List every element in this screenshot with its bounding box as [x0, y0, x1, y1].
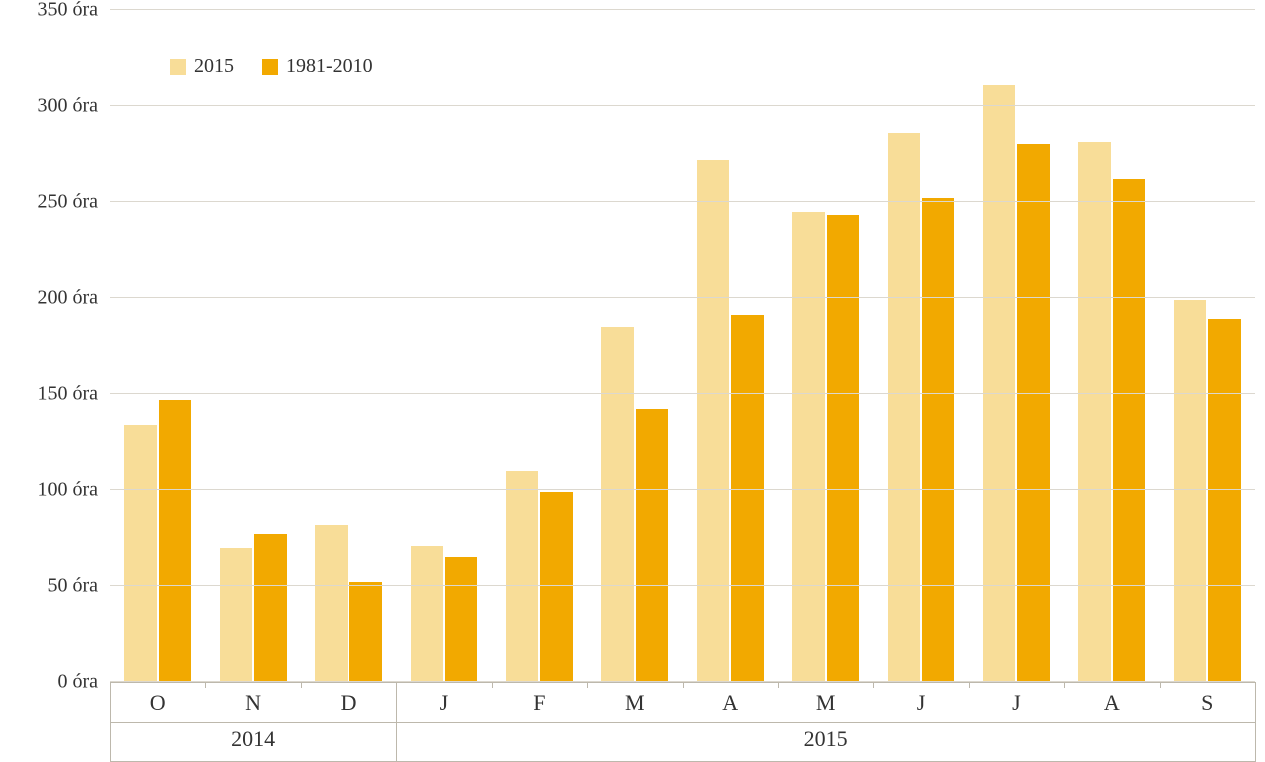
sunshine-hours-chart: 0 óra 50 óra 100 óra 150 óra 200 óra 250 óra 3…	[0, 0, 1265, 762]
bar-s2015	[124, 425, 156, 682]
bar-s1981_2010	[731, 315, 763, 682]
bar-s1981_2010	[254, 534, 286, 682]
y-tick-label: 0 óra	[57, 671, 98, 694]
x-tick	[1255, 682, 1256, 762]
bar-s2015	[315, 525, 347, 682]
bar-s2015	[1174, 300, 1206, 682]
legend-label-2015: 2015	[194, 55, 234, 78]
legend-item-1981-2010: 1981-2010	[262, 55, 373, 78]
bar-s2015	[697, 160, 729, 682]
x-month-label: F	[533, 690, 545, 716]
x-month-label: N	[245, 690, 261, 716]
bar-s2015	[792, 212, 824, 682]
plot-area: 0 óra50 óra100 óra150 óra200 óra250 óra3…	[110, 10, 1255, 682]
bar-s1981_2010	[159, 400, 191, 682]
x-month-label: S	[1201, 690, 1213, 716]
month-slot	[778, 10, 873, 682]
gridline	[110, 489, 1255, 490]
month-slot	[301, 10, 396, 682]
month-slot	[587, 10, 682, 682]
gridline	[110, 201, 1255, 202]
gridline	[110, 105, 1255, 106]
y-tick-label: 350 óra	[37, 0, 98, 22]
bar-s1981_2010	[1017, 144, 1049, 682]
legend-swatch-2015	[170, 59, 186, 75]
x-month-label: O	[150, 690, 166, 716]
y-tick-label: 200 óra	[37, 287, 98, 310]
legend-item-2015: 2015	[170, 55, 234, 78]
x-axis: O N D J F M A M J J A S 2014 2015	[110, 682, 1255, 762]
x-tick	[969, 682, 970, 688]
x-tick	[1160, 682, 1161, 688]
gridline	[110, 9, 1255, 10]
y-tick-label: 100 óra	[37, 479, 98, 502]
x-month-label: J	[917, 690, 926, 716]
gridline	[110, 585, 1255, 586]
bar-s1981_2010	[1208, 319, 1240, 682]
month-slot	[205, 10, 300, 682]
x-year-label: 2015	[804, 726, 848, 752]
y-tick-label: 250 óra	[37, 191, 98, 214]
bar-s1981_2010	[922, 198, 954, 682]
month-slot	[873, 10, 968, 682]
x-tick	[778, 682, 779, 688]
month-slot	[1064, 10, 1159, 682]
x-tick	[1064, 682, 1065, 688]
x-month-label: M	[816, 690, 836, 716]
bar-s1981_2010	[349, 582, 381, 682]
x-month-label: M	[625, 690, 645, 716]
gridline	[110, 297, 1255, 298]
y-tick-label: 150 óra	[37, 383, 98, 406]
y-tick-label: 50 óra	[47, 575, 98, 598]
bar-s2015	[506, 471, 538, 682]
y-tick-label: 300 óra	[37, 95, 98, 118]
x-tick	[683, 682, 684, 688]
bar-s2015	[888, 133, 920, 682]
x-month-label: J	[440, 690, 449, 716]
legend-label-1981-2010: 1981-2010	[286, 55, 373, 78]
month-slot	[683, 10, 778, 682]
bar-s2015	[983, 85, 1015, 682]
bar-s2015	[411, 546, 443, 682]
bar-s1981_2010	[827, 215, 859, 682]
x-tick	[587, 682, 588, 688]
month-slot	[969, 10, 1064, 682]
month-slot	[492, 10, 587, 682]
month-slot	[110, 10, 205, 682]
x-year-label: 2014	[231, 726, 275, 752]
bar-s2015	[601, 327, 633, 682]
x-tick	[492, 682, 493, 688]
legend-swatch-1981-2010	[262, 59, 278, 75]
bar-s1981_2010	[1113, 179, 1145, 682]
x-tick	[301, 682, 302, 688]
month-slot	[1160, 10, 1255, 682]
x-month-label: D	[341, 690, 357, 716]
x-month-label: A	[1104, 690, 1120, 716]
gridline	[110, 393, 1255, 394]
x-tick	[205, 682, 206, 688]
x-axis-midline	[110, 722, 1255, 723]
bar-s1981_2010	[445, 557, 477, 682]
bar-s1981_2010	[540, 492, 572, 682]
x-month-label: A	[722, 690, 738, 716]
bar-s1981_2010	[636, 409, 668, 682]
bar-s2015	[220, 548, 252, 682]
x-tick	[873, 682, 874, 688]
x-month-label: J	[1012, 690, 1021, 716]
month-slot	[396, 10, 491, 682]
legend: 2015 1981-2010	[170, 55, 373, 78]
bars-layer	[110, 10, 1255, 682]
bar-s2015	[1078, 142, 1110, 682]
